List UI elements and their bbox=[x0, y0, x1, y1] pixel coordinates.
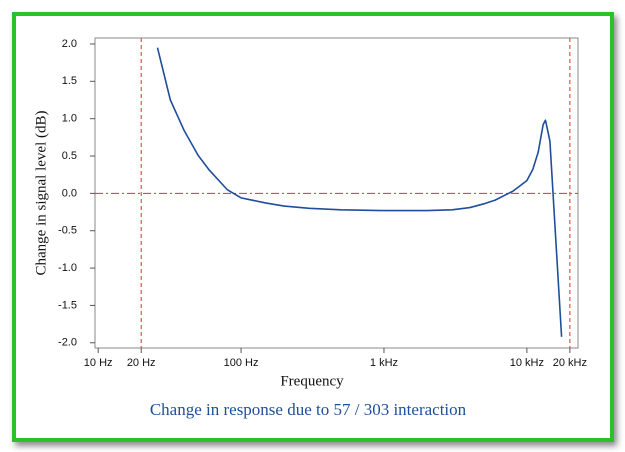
y-tick-label: -1.0 bbox=[58, 262, 77, 274]
y-tick-label: 2.0 bbox=[62, 38, 77, 50]
x-axis-label: Frequency bbox=[280, 373, 344, 389]
x-tick-label: 10 kHz bbox=[510, 357, 544, 369]
x-tick-label: 20 Hz bbox=[127, 357, 156, 369]
y-tick-label: -0.5 bbox=[58, 225, 77, 237]
x-tick-label: 100 Hz bbox=[224, 357, 259, 369]
y-tick-label: 1.5 bbox=[62, 75, 77, 87]
caption: Change in response due to 57 / 303 inter… bbox=[150, 400, 467, 419]
y-axis-label: Change in signal level (dB) bbox=[33, 111, 49, 276]
y-tick-label: 1.0 bbox=[62, 113, 77, 125]
y-tick-label: 0.0 bbox=[62, 187, 77, 199]
x-tick-label: 1 kHz bbox=[370, 357, 398, 369]
y-tick-label: 0.5 bbox=[62, 150, 77, 162]
y-tick-label: -2.0 bbox=[58, 337, 77, 349]
x-tick-label: 10 Hz bbox=[84, 357, 113, 369]
x-tick-label: 20 kHz bbox=[553, 357, 587, 369]
y-tick-label: -1.5 bbox=[58, 299, 77, 311]
frame bbox=[12, 12, 614, 442]
line-series bbox=[156, 47, 563, 337]
